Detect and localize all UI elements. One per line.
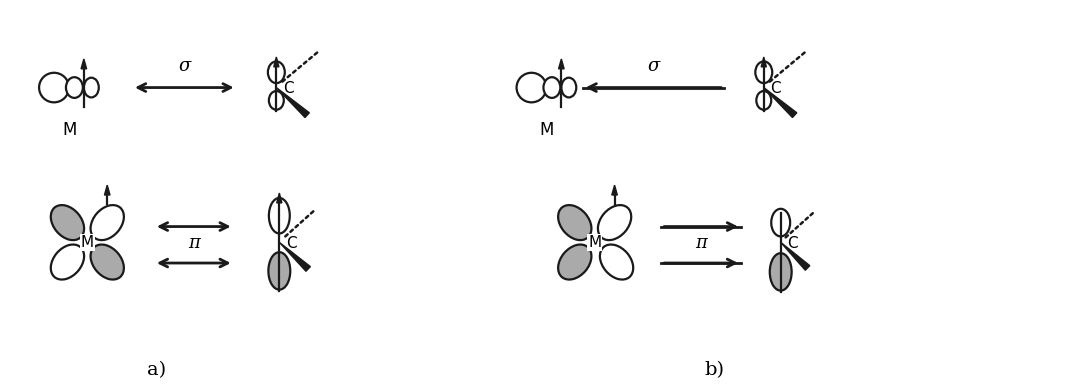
Ellipse shape: [597, 205, 632, 240]
Ellipse shape: [39, 73, 69, 102]
Polygon shape: [274, 57, 279, 67]
Ellipse shape: [91, 244, 124, 280]
Polygon shape: [761, 57, 767, 67]
Text: M: M: [81, 235, 94, 250]
Text: M: M: [62, 121, 77, 139]
Ellipse shape: [91, 205, 124, 240]
Text: b): b): [704, 361, 724, 380]
Ellipse shape: [543, 77, 560, 98]
Ellipse shape: [558, 244, 591, 280]
Polygon shape: [277, 193, 282, 203]
Ellipse shape: [517, 73, 546, 102]
Ellipse shape: [84, 78, 99, 97]
Text: π: π: [187, 234, 200, 252]
Ellipse shape: [770, 253, 791, 291]
Ellipse shape: [51, 205, 84, 240]
Polygon shape: [81, 59, 86, 69]
Ellipse shape: [268, 61, 284, 83]
Polygon shape: [279, 242, 310, 271]
Text: C: C: [286, 236, 297, 251]
Text: C: C: [770, 81, 781, 96]
Text: M: M: [540, 121, 554, 139]
Polygon shape: [558, 59, 564, 69]
Text: σ: σ: [178, 57, 191, 75]
Text: π: π: [695, 234, 707, 252]
Text: C: C: [283, 81, 294, 96]
Text: a): a): [147, 361, 166, 380]
Ellipse shape: [600, 244, 634, 280]
Ellipse shape: [51, 244, 84, 280]
Ellipse shape: [268, 91, 283, 110]
Polygon shape: [764, 88, 797, 118]
Polygon shape: [781, 242, 809, 270]
Ellipse shape: [558, 205, 591, 240]
Ellipse shape: [66, 77, 83, 98]
Ellipse shape: [268, 252, 291, 290]
Polygon shape: [611, 185, 618, 195]
Text: M: M: [588, 235, 602, 250]
Ellipse shape: [268, 198, 290, 233]
Ellipse shape: [756, 91, 771, 110]
Text: C: C: [787, 236, 798, 251]
Ellipse shape: [561, 78, 576, 97]
Ellipse shape: [755, 61, 772, 83]
Polygon shape: [276, 88, 309, 118]
Ellipse shape: [771, 209, 790, 237]
Text: σ: σ: [648, 57, 659, 75]
Polygon shape: [104, 185, 110, 195]
